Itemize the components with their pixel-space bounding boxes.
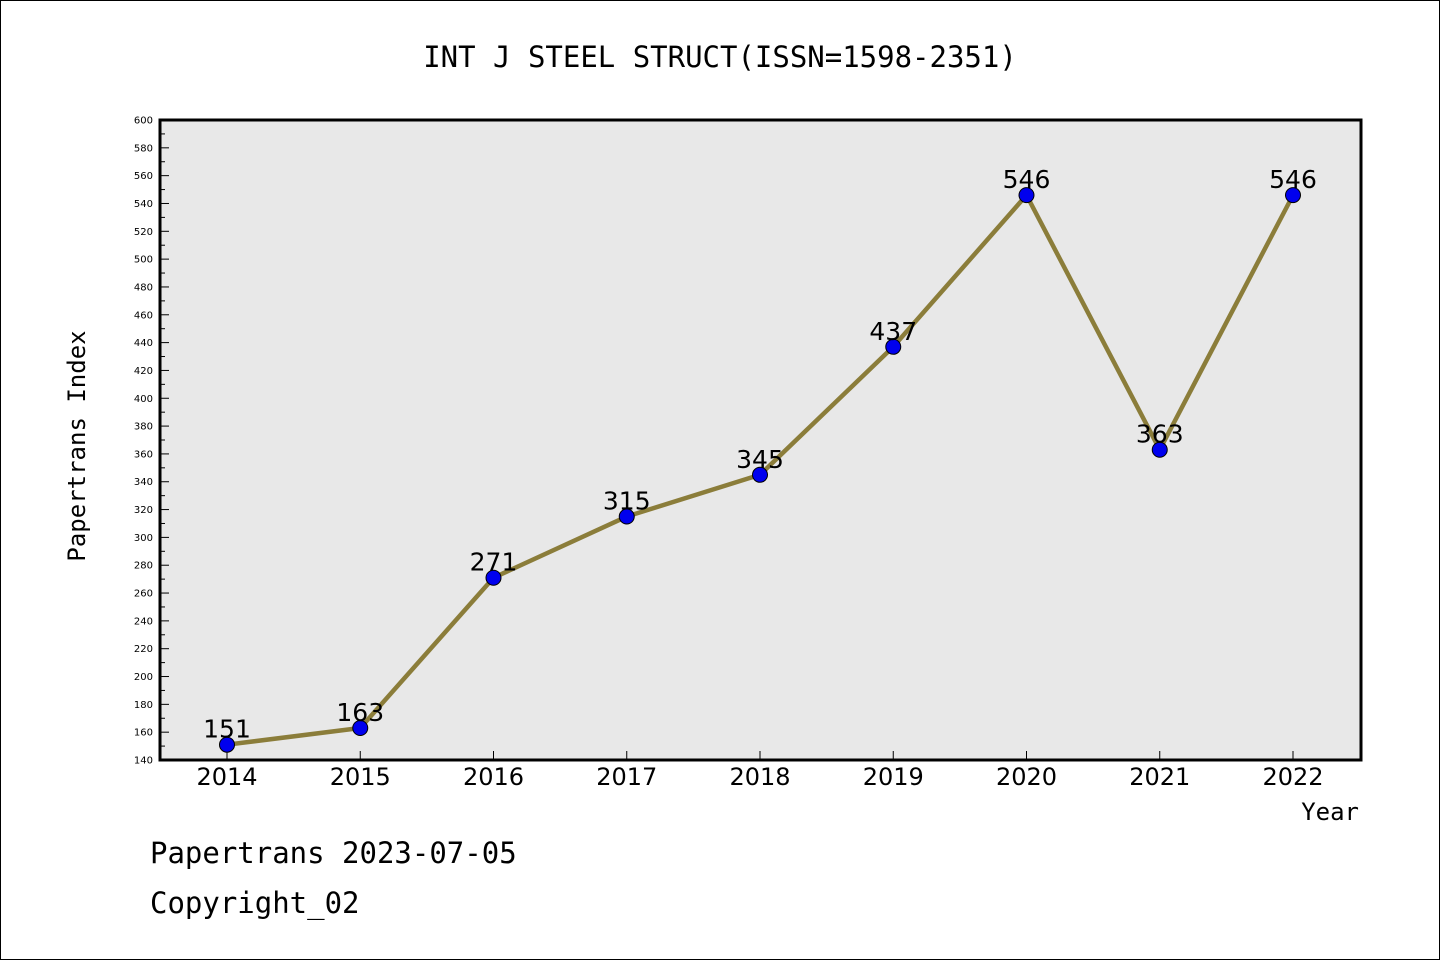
data-point [885, 338, 902, 355]
data-point [618, 508, 635, 525]
data-point [352, 720, 369, 736]
data-point [485, 569, 502, 586]
y-tick-label: 400 [134, 394, 153, 405]
data-point [1151, 441, 1168, 458]
y-tick-label: 560 [134, 171, 153, 182]
y-tick-label: 500 [134, 255, 153, 266]
data-label: 363 [1136, 420, 1184, 449]
x-tick-label: 2014 [196, 763, 257, 791]
footer-copyright: Copyright_02 [150, 886, 360, 920]
data-label: 151 [203, 715, 251, 744]
series-group: 151 163 271 315 345 437 546 363 546 [203, 165, 1317, 753]
y-tick-label: 260 [134, 589, 153, 600]
y-tick-label: 180 [134, 700, 153, 711]
x-tick-label: 2019 [863, 763, 924, 791]
y-tick-label: 520 [134, 227, 153, 238]
data-label: 437 [869, 317, 917, 346]
x-axis-ticks: 2014 2015 2016 2017 2018 2019 2020 2021 2022 [196, 751, 1324, 791]
y-tick-label: 340 [134, 477, 153, 488]
data-label: 546 [1003, 165, 1051, 194]
y-tick-label: 460 [134, 310, 153, 321]
data-label: 315 [603, 487, 651, 516]
y-tick-label: 280 [134, 561, 153, 572]
data-label: 271 [470, 548, 518, 577]
x-tick-label: 2020 [996, 763, 1057, 791]
y-tick-label: 320 [134, 505, 153, 516]
plot-area [158, 118, 1363, 762]
y-tick-label: 580 [134, 143, 153, 154]
data-point [219, 736, 235, 753]
x-axis-label: Year [1301, 798, 1359, 826]
y-tick-label: 600 [134, 116, 153, 127]
y-tick-label: 300 [134, 533, 153, 544]
data-point [1285, 187, 1301, 204]
data-label: 345 [736, 445, 784, 474]
x-tick-label: 2015 [330, 763, 391, 791]
x-tick-label: 2022 [1262, 763, 1323, 791]
y-tick-label: 240 [134, 616, 153, 627]
data-point [1018, 187, 1035, 204]
x-tick-label: 2017 [596, 763, 657, 791]
chart-title: INT J STEEL STRUCT(ISSN=1598-2351) [423, 40, 1017, 74]
y-tick-label: 160 [134, 728, 153, 739]
y-tick-label: 420 [134, 366, 153, 377]
x-tick-label: 2021 [1129, 763, 1190, 791]
data-point [752, 466, 768, 483]
y-axis-ticks: 140 160 180 200 220 240 260 280 300 320 340 360 380 4… [134, 116, 169, 767]
y-axis-label: Papertrans Index [63, 330, 91, 561]
y-tick-label: 220 [134, 644, 153, 655]
x-tick-label: 2016 [463, 763, 524, 791]
y-tick-label: 360 [134, 449, 153, 460]
y-tick-label: 480 [134, 282, 153, 293]
y-tick-label: 200 [134, 672, 153, 683]
y-tick-label: 380 [134, 422, 153, 433]
x-tick-label: 2018 [729, 763, 790, 791]
data-label: 163 [336, 698, 384, 727]
y-tick-label: 440 [134, 338, 153, 349]
y-tick-label: 140 [134, 756, 153, 767]
footer-date: Papertrans 2023-07-05 [150, 836, 517, 870]
data-label: 546 [1269, 165, 1317, 194]
y-tick-label: 540 [134, 199, 153, 210]
